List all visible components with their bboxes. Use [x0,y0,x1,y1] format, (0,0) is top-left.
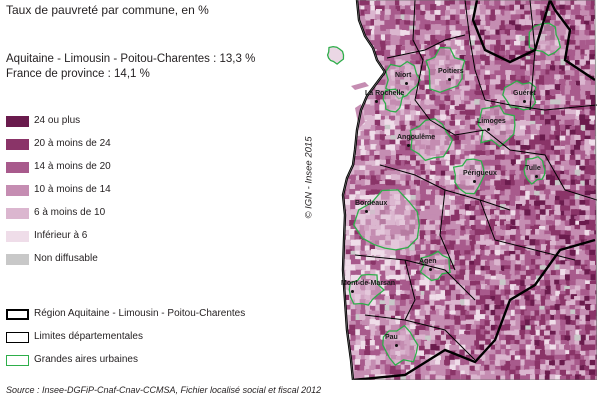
poverty-map [295,0,597,380]
legend-label: 14 à moins de 20 [34,161,111,172]
urban-area-outline [523,155,546,185]
legend-label: Inférieur à 6 [34,230,88,241]
city-dot [407,144,410,147]
city-label: Guéret [513,90,536,97]
legend-label: 20 à moins de 24 [34,138,111,149]
urban-area-outline [452,158,485,195]
city-label: Limoges [477,118,506,125]
copyright-text: © IGN - Insee 2015 [303,136,315,219]
city-label: Bordeaux [355,200,388,207]
department-boundary [464,0,486,101]
urban-area-outline [382,324,419,366]
legend-label: Région Aquitaine - Limousin - Poitou-Cha… [34,308,246,319]
department-boundary [429,119,511,151]
city-dot [473,180,476,183]
island-shape [351,82,369,90]
source-note: Source : Insee-DGFiP-Cnaf-Cnav-CCMSA, Fi… [6,385,322,395]
city-label: Poitiers [438,68,464,75]
legend-line-swatch [6,309,29,320]
legend-label: 6 à moins de 10 [34,207,106,218]
city-label: Périgueux [463,170,497,177]
city-dot [395,344,398,347]
department-boundary [364,314,476,361]
department-boundary [439,189,456,271]
legend-label: 24 ou plus [34,115,81,126]
urban-area-outline [382,88,405,113]
legend-label: Limites départementales [34,331,143,342]
department-boundary [509,149,597,201]
map-title: Taux de pauvreté par commune, en % [6,3,209,17]
urban-area-outline [502,80,537,111]
province-rate: France de province : 14,1 % [6,68,150,80]
city-label: Pau [385,334,398,341]
coastline [342,0,597,380]
city-label: Agen [419,258,437,265]
legend-label: Grandes aires urbaines [34,354,138,365]
map-canvas [326,0,597,380]
city-dot [375,100,378,103]
urban-area-outline [425,46,466,93]
city-dot [429,268,432,271]
city-label: Tulle [525,165,541,172]
legend-line-swatch [6,332,29,343]
legend-swatch [6,231,29,242]
city-label: La Rochelle [365,90,405,97]
legend-swatch [6,208,29,219]
urban-area-outline [326,45,345,65]
city-dot [405,82,408,85]
department-boundary [412,0,431,121]
city-dot [535,175,538,178]
department-boundary [386,34,466,59]
region-rate: Aquitaine - Limousin - Poitou-Charentes … [6,53,256,65]
urban-area-outline [409,118,454,162]
copyright-notice: © IGN - Insee 2015 [303,124,315,234]
city-dot [523,100,526,103]
department-boundary [354,254,476,301]
legend-swatch [6,185,29,196]
legend-swatch [6,162,29,173]
department-boundary [484,99,597,111]
urban-area-outline [348,273,386,306]
city-label: Angoulême [397,134,436,141]
city-dot [365,210,368,213]
city-label: Niort [395,72,412,79]
city-dot [487,128,490,131]
legend-swatch [6,116,29,127]
urban-area-outline [352,189,420,251]
legend-swatch [6,139,29,150]
urban-area-outline [477,104,516,148]
city-label: Mont-de-Marsan [341,280,396,287]
summary-stats: Aquitaine - Limousin - Poitou-Charentes … [6,52,255,82]
city-dot [448,78,451,81]
department-boundary [404,259,416,321]
city-dot [351,290,354,293]
legend-label: 10 à moins de 14 [34,184,111,195]
legend-line-swatch [6,355,29,366]
legend-label: Non diffusable [34,253,98,264]
legend-swatch [6,254,29,265]
